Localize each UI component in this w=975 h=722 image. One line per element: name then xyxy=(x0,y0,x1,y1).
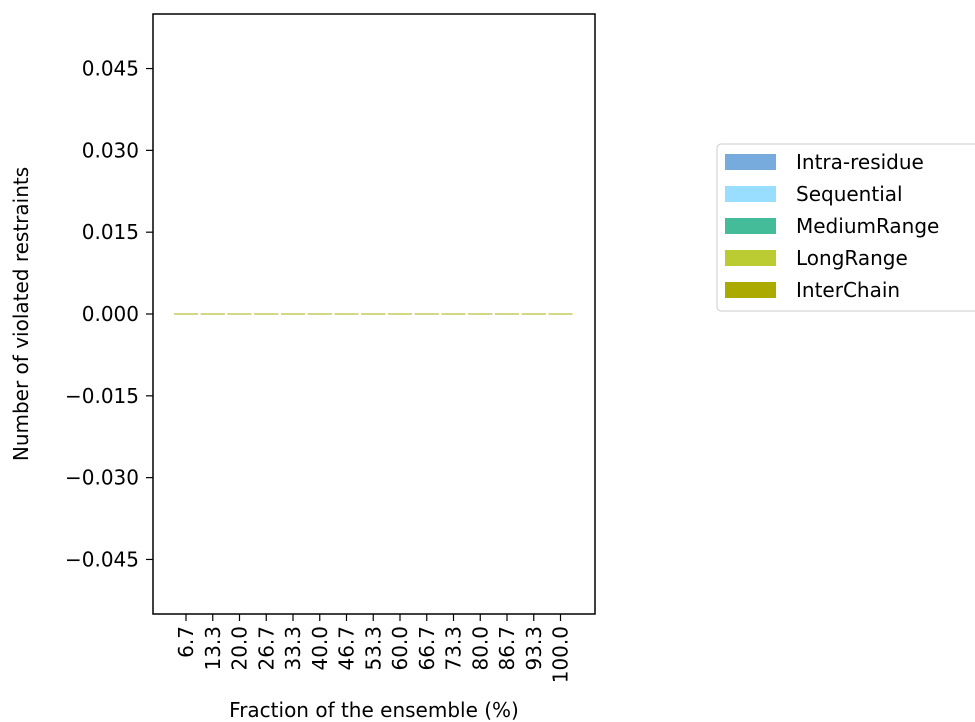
x-tick-label: 40.0 xyxy=(308,626,332,671)
bar-interchain xyxy=(227,313,252,315)
x-tick-label: 33.3 xyxy=(281,626,305,671)
x-axis: 6.7 13.3 20.0 26.7 33.3 40.0 46.7 53.3 60.0 66.7 7… xyxy=(174,614,573,683)
x-tick-label: 100.0 xyxy=(549,626,573,683)
bar-interchain xyxy=(441,313,466,315)
x-tick-label: 6.7 xyxy=(174,626,198,658)
x-tick-label: 66.7 xyxy=(415,626,439,671)
bar-interchain xyxy=(200,313,225,315)
y-tick-label: 0.045 xyxy=(82,57,139,81)
legend-swatch xyxy=(725,218,776,234)
x-tick-label: 80.0 xyxy=(468,626,492,671)
y-tick-label: 0.015 xyxy=(82,220,139,244)
legend-swatch xyxy=(725,282,776,298)
legend-label: MediumRange xyxy=(796,214,939,238)
bar-interchain xyxy=(521,313,546,315)
x-axis-title: Fraction of the ensemble (%) xyxy=(229,698,519,722)
bar-interchain xyxy=(334,313,359,315)
bar-interchain xyxy=(468,313,493,315)
bar-interchain xyxy=(281,313,305,315)
bar-interchain xyxy=(307,313,332,315)
y-tick-label: 0.030 xyxy=(82,138,139,162)
bar-interchain xyxy=(548,313,573,315)
x-tick-label: 13.3 xyxy=(201,626,225,671)
legend-label: Sequential xyxy=(796,182,903,206)
x-tick-label: 60.0 xyxy=(388,626,412,671)
legend-swatch xyxy=(725,154,776,170)
bar-interchain xyxy=(361,313,386,315)
y-tick-label: −0.015 xyxy=(65,384,139,408)
x-tick-label: 73.3 xyxy=(442,626,466,671)
y-tick-label: −0.045 xyxy=(65,547,139,571)
legend-frame xyxy=(716,143,975,312)
y-tick-label: 0.000 xyxy=(82,302,139,326)
bar-interchain xyxy=(388,313,412,315)
legend: Intra-residue Sequential MediumRange LongRa… xyxy=(716,143,975,312)
legend-label: Intra-residue xyxy=(796,150,924,174)
bar-interchain xyxy=(174,313,198,315)
x-tick-label: 26.7 xyxy=(254,626,278,671)
x-tick-label: 93.3 xyxy=(522,626,546,671)
plot-area xyxy=(174,313,573,315)
x-tick-label: 53.3 xyxy=(361,626,385,671)
legend-label: LongRange xyxy=(796,246,908,270)
y-axis-title: Number of violated restraints xyxy=(9,167,33,461)
legend-swatch xyxy=(725,186,776,202)
legend-swatch xyxy=(725,250,776,266)
bar-interchain xyxy=(254,313,279,315)
bar-interchain xyxy=(495,313,519,315)
x-tick-label: 86.7 xyxy=(495,626,519,671)
x-tick-label: 20.0 xyxy=(228,626,252,671)
legend-label: InterChain xyxy=(796,278,900,302)
x-tick-label: 46.7 xyxy=(335,626,359,671)
y-tick-label: −0.030 xyxy=(65,466,139,490)
y-axis: −0.045 −0.030 −0.015 0.000 0.015 0.030 0.045 xyxy=(65,57,153,571)
bar-interchain xyxy=(414,313,439,315)
